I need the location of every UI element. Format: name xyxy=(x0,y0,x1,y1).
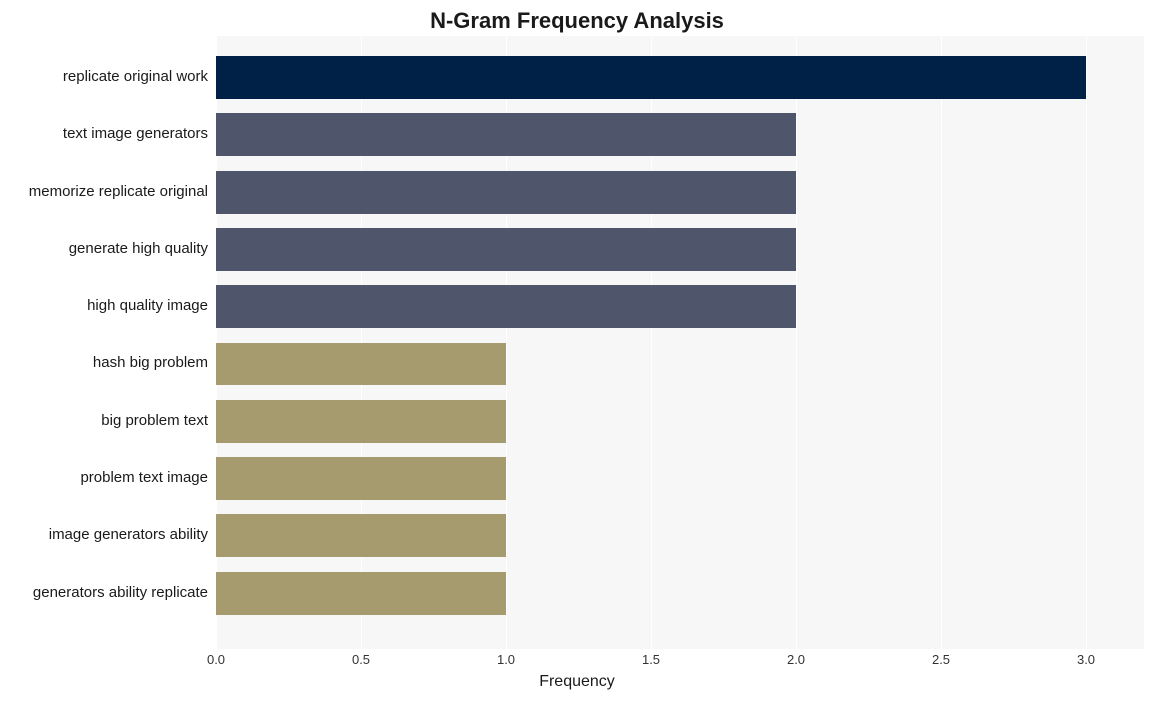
x-tick-label: 1.0 xyxy=(497,652,515,667)
y-tick-label: hash big problem xyxy=(8,354,208,371)
x-tick-label: 0.0 xyxy=(207,652,225,667)
y-tick-label: generators ability replicate xyxy=(8,584,208,601)
grid-line xyxy=(1086,36,1087,649)
bar xyxy=(216,56,1086,99)
x-tick-label: 3.0 xyxy=(1077,652,1095,667)
grid-line xyxy=(796,36,797,649)
bar xyxy=(216,228,796,271)
y-tick-label: problem text image xyxy=(8,469,208,486)
y-tick-label: generate high quality xyxy=(8,240,208,257)
ngram-chart: N-Gram Frequency Analysis Frequency 0.0 0… xyxy=(0,0,1154,701)
bar xyxy=(216,343,506,386)
bar xyxy=(216,514,506,557)
x-tick-label: 2.5 xyxy=(932,652,950,667)
bar xyxy=(216,457,506,500)
x-tick-label: 0.5 xyxy=(352,652,370,667)
bar xyxy=(216,285,796,328)
chart-title: N-Gram Frequency Analysis xyxy=(0,8,1154,34)
x-tick-label: 1.5 xyxy=(642,652,660,667)
y-tick-label: high quality image xyxy=(8,297,208,314)
x-tick-label: 2.0 xyxy=(787,652,805,667)
x-axis-title: Frequency xyxy=(0,673,1154,691)
y-tick-label: replicate original work xyxy=(8,68,208,85)
plot-area xyxy=(216,36,1144,649)
y-tick-label: memorize replicate original xyxy=(8,183,208,200)
grid-line xyxy=(941,36,942,649)
bar xyxy=(216,400,506,443)
y-tick-label: image generators ability xyxy=(8,526,208,543)
y-tick-label: text image generators xyxy=(8,125,208,142)
bar xyxy=(216,113,796,156)
bar xyxy=(216,572,506,615)
bar xyxy=(216,171,796,214)
y-tick-label: big problem text xyxy=(8,412,208,429)
